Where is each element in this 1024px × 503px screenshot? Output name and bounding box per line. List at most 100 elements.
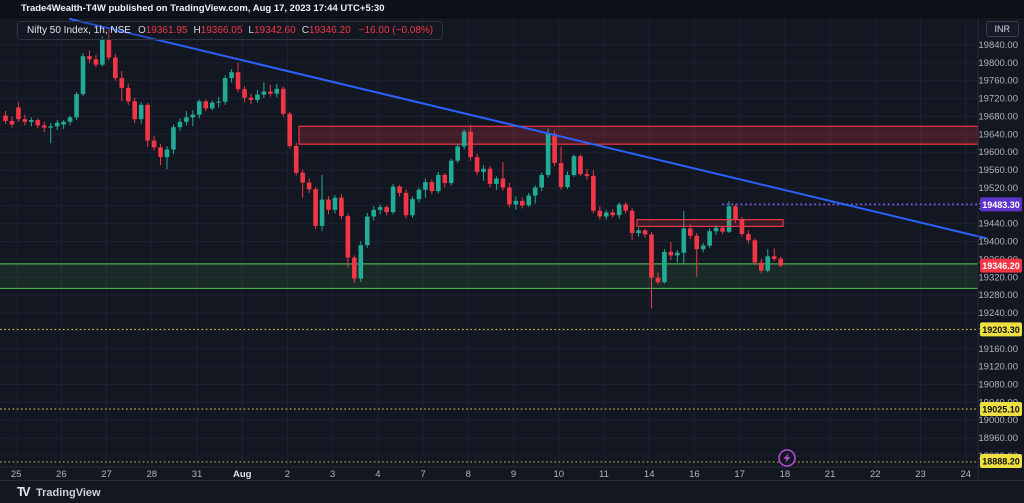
candle (9, 120, 15, 125)
candle (209, 102, 215, 109)
candle (326, 199, 331, 210)
candle (371, 209, 377, 217)
candle (429, 182, 435, 192)
candle (603, 212, 609, 217)
candle (248, 97, 254, 100)
candle (591, 175, 596, 211)
yellow-dotted-level-badge: 19025.10 (980, 402, 1022, 417)
candle (520, 200, 525, 206)
chart-region: 18920.0018960.0019000.0019040.0019080.00… (0, 18, 1024, 480)
candle (558, 162, 564, 188)
candle (80, 56, 86, 95)
candle (461, 131, 467, 147)
chart-canvas[interactable]: 18920.0018960.0019000.0019040.0019080.00… (0, 18, 1024, 480)
price-badge-bg (980, 454, 1022, 468)
candle (700, 245, 706, 250)
candle (726, 206, 732, 232)
price-badge-label: 18888.20 (982, 457, 1020, 467)
candle (384, 207, 389, 213)
candle (268, 91, 273, 94)
time-tick-label: 18 (780, 469, 791, 480)
candle (54, 122, 60, 127)
candle (280, 88, 286, 114)
tradingview-logo[interactable]: TV TradingView (17, 485, 101, 499)
candle (720, 227, 725, 232)
candle (158, 147, 163, 158)
candle (190, 114, 196, 118)
price-axis[interactable]: 18920.0018960.0019000.0019040.0019080.00… (978, 40, 1018, 462)
candle (242, 89, 247, 98)
candle (494, 178, 499, 184)
price-tick-label: 19680.00 (978, 111, 1018, 122)
price-tick-label: 19520.00 (978, 183, 1018, 194)
last-price-badge-badge: 19346.20 (980, 258, 1022, 273)
descending-trendline[interactable] (69, 18, 986, 239)
candle (649, 234, 654, 278)
published-idea-marker[interactable] (778, 449, 796, 467)
candle (545, 133, 551, 175)
price-badge-bg (980, 197, 1022, 212)
candle (752, 240, 758, 263)
time-tick-label: 23 (915, 469, 926, 480)
price-tick-label: 19400.00 (978, 237, 1018, 248)
price-badge-bg (980, 322, 1022, 337)
candle (235, 72, 241, 90)
candle (287, 113, 293, 146)
supply-zone[interactable] (298, 125, 979, 145)
lightning-icon (783, 453, 791, 463)
candle (319, 199, 325, 226)
candle (713, 227, 719, 232)
grid-layer (0, 18, 978, 467)
time-tick-label: 9 (511, 469, 516, 480)
candle (500, 178, 506, 188)
demand-zone[interactable] (0, 263, 978, 290)
candle (35, 120, 41, 126)
minor-resistance-box[interactable] (636, 219, 784, 227)
price-tick-label: 19280.00 (978, 290, 1018, 301)
time-tick-label: 24 (960, 469, 971, 480)
candle (616, 204, 622, 216)
candle (364, 216, 370, 246)
price-tick-label: 19640.00 (978, 129, 1018, 140)
candle (468, 131, 473, 158)
symbol-title[interactable]: Nifty 50 Index, 1h, NSE (27, 25, 131, 36)
price-tick-label: 19120.00 (978, 362, 1018, 373)
price-tick-label: 18960.00 (978, 433, 1018, 444)
candle (629, 210, 635, 234)
candle (177, 121, 183, 128)
price-change: −16.00 (−0.08%) (358, 25, 434, 36)
candle (571, 156, 577, 175)
ohlc-open: O19361.95 (137, 25, 188, 36)
candle (681, 228, 687, 253)
time-tick-label: 8 (466, 469, 471, 480)
currency-button[interactable]: INR (985, 21, 1019, 37)
candle (100, 39, 105, 65)
candle (662, 251, 667, 283)
candle (216, 101, 221, 103)
price-levels-layer (0, 203, 979, 463)
candle (222, 78, 228, 102)
time-tick-label: 10 (553, 469, 564, 480)
candles-layer (3, 28, 783, 309)
time-tick-label: 31 (192, 469, 203, 480)
price-badge-label: 19483.30 (982, 200, 1020, 210)
candle (481, 168, 486, 172)
candle (74, 94, 79, 118)
symbol-legend[interactable]: Nifty 50 Index, 1h, NSE O19361.95 H19366… (17, 21, 444, 40)
candle (255, 94, 260, 100)
candle (171, 127, 176, 150)
candle (377, 207, 383, 210)
candle (184, 117, 189, 122)
time-tick-label: Aug (233, 469, 252, 480)
publish-text: Trade4Wealth-T4W published on TradingVie… (21, 3, 385, 14)
candle (578, 156, 583, 175)
candle (526, 195, 532, 206)
price-tick-label: 19600.00 (978, 147, 1018, 158)
candle (390, 186, 396, 213)
candle (623, 204, 628, 211)
candle (229, 72, 234, 79)
time-axis[interactable]: 25 26 27 28 31 Aug 2 3 4 7 8 9 10 11 14 16 17 18 21 22 23 24 (11, 469, 971, 480)
candle (584, 174, 590, 176)
candle (403, 192, 409, 216)
candle (306, 182, 312, 190)
